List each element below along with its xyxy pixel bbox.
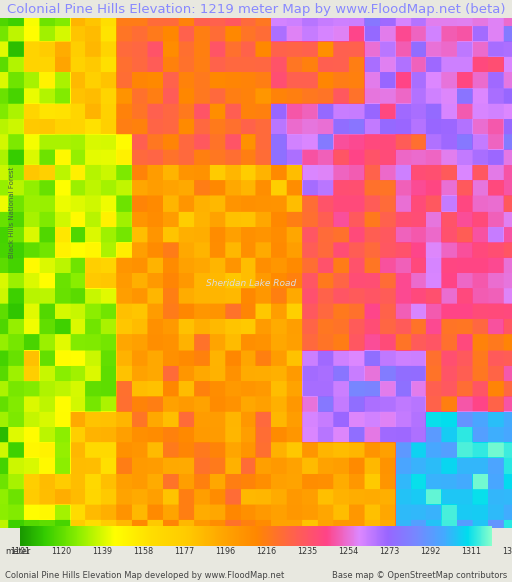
Text: 1139: 1139 [92, 547, 113, 556]
Text: 1311: 1311 [461, 547, 481, 556]
Text: 1196: 1196 [215, 547, 236, 556]
Text: 1273: 1273 [379, 547, 399, 556]
Text: 1101: 1101 [10, 547, 31, 556]
Text: 1158: 1158 [133, 547, 154, 556]
Text: 1292: 1292 [420, 547, 440, 556]
Text: 1177: 1177 [174, 547, 195, 556]
Text: Base map © OpenStreetMap contributors: Base map © OpenStreetMap contributors [332, 572, 507, 580]
Text: 1120: 1120 [51, 547, 72, 556]
Text: 1254: 1254 [338, 547, 358, 556]
Text: Colonial Pine Hills Elevation Map developed by www.FloodMap.net: Colonial Pine Hills Elevation Map develo… [5, 572, 284, 580]
Text: 1235: 1235 [297, 547, 317, 556]
Text: Sheridan Lake Road: Sheridan Lake Road [206, 279, 296, 288]
Text: Colonial Pine Hills Elevation: 1219 meter Map by www.FloodMap.net (beta): Colonial Pine Hills Elevation: 1219 mete… [7, 2, 505, 16]
Text: meter: meter [5, 547, 31, 556]
Text: 1331: 1331 [502, 547, 512, 556]
Text: Black Hills National Forest: Black Hills National Forest [9, 166, 15, 258]
Text: 1216: 1216 [256, 547, 276, 556]
